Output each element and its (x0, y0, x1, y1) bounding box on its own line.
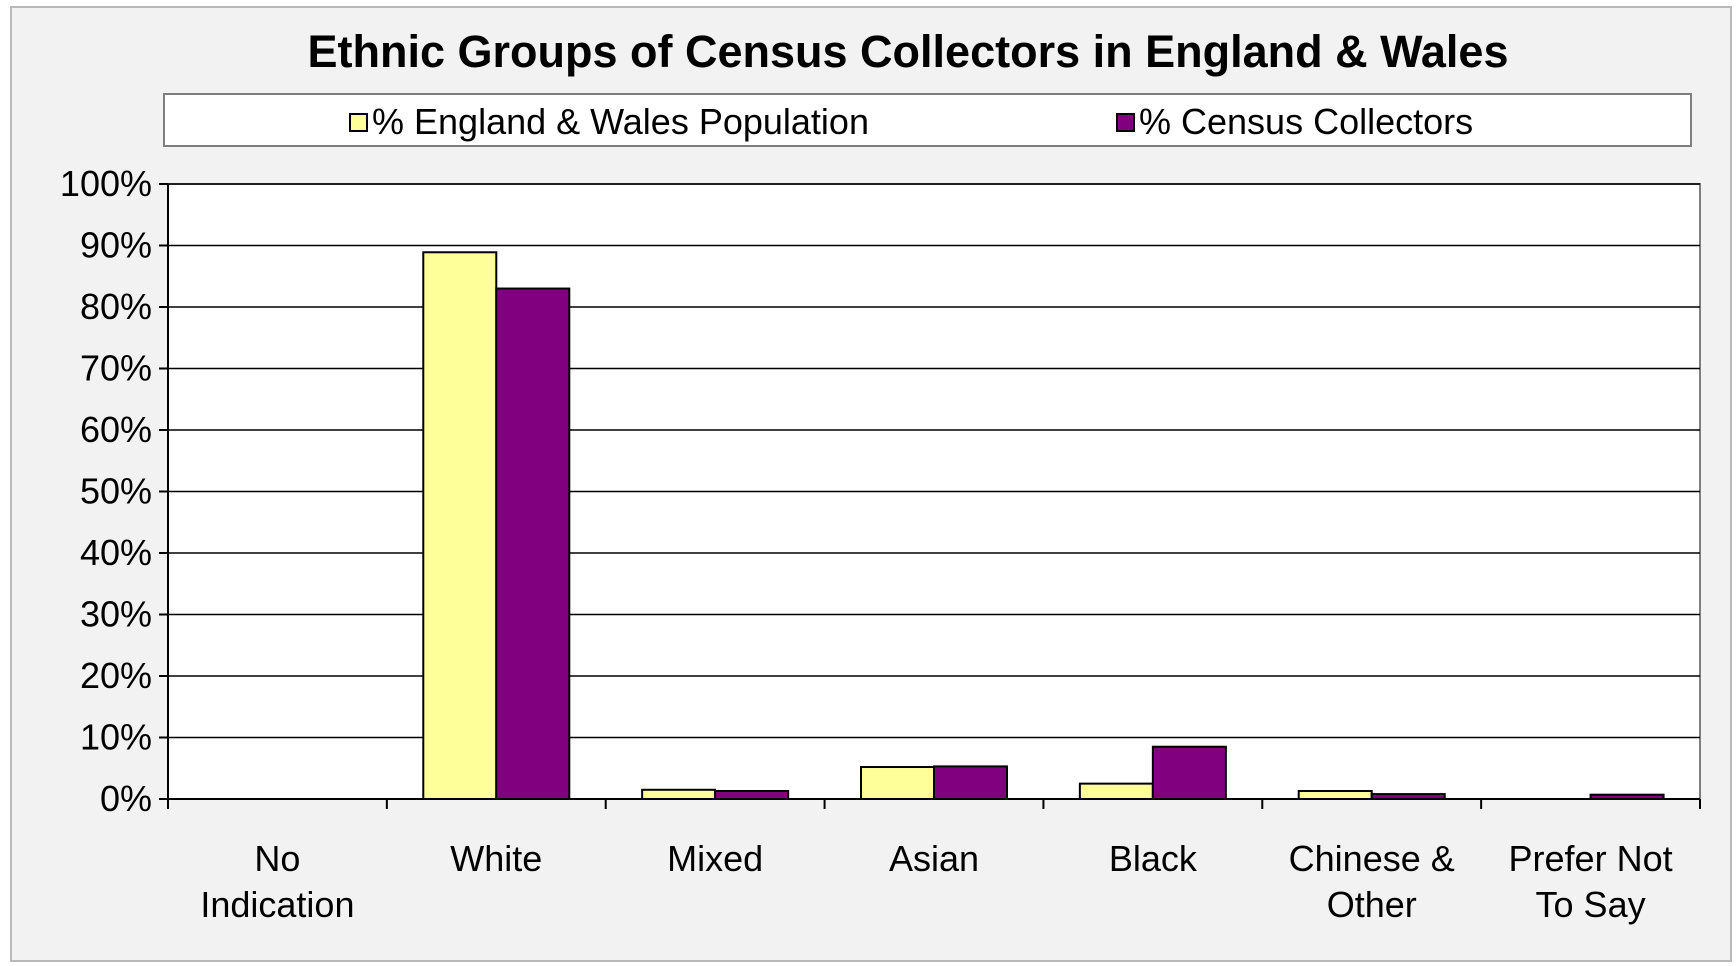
x-tick-label: Black (1109, 838, 1198, 879)
y-tick-label: 100% (60, 163, 152, 204)
y-tick-label: 10% (80, 717, 152, 758)
bar-collectors (714, 790, 790, 801)
y-tick-label: 40% (80, 532, 152, 573)
y-tick-label: 80% (80, 286, 152, 327)
y-tick-label: 30% (80, 594, 152, 635)
legend-swatch-collectors (1116, 112, 1135, 132)
y-tick-label: 50% (80, 471, 152, 512)
legend-label-collectors: % Census Collectors (1139, 101, 1474, 142)
bar-population (1297, 790, 1373, 801)
bar-population (641, 788, 717, 801)
legend: % England & Wales Population % Census Co… (163, 93, 1692, 147)
y-tick-label: 20% (80, 655, 152, 696)
chart-title: Ethnic Groups of Census Collectors in En… (307, 26, 1509, 77)
y-tick-label: 60% (80, 409, 152, 450)
x-tick-label: Asian (889, 838, 979, 879)
bar-population (1078, 782, 1154, 800)
y-tick-label: 90% (80, 225, 152, 266)
x-tick-label: Mixed (667, 838, 763, 879)
x-tick-label: Prefer Not To Say (1509, 838, 1673, 925)
bar-collectors (1151, 745, 1227, 800)
bar-population (860, 766, 935, 801)
x-tick-label: No Indication (200, 838, 354, 925)
bar-collectors (495, 287, 571, 800)
bar-collectors (933, 765, 1008, 801)
legend-item-population: % England & Wales Population (349, 95, 869, 149)
legend-label-population: % England & Wales Population (372, 101, 869, 142)
y-tick-label: 70% (80, 348, 152, 389)
x-tick-label: Chinese & Other (1289, 838, 1455, 925)
legend-item-collectors: % Census Collectors (1116, 95, 1473, 149)
y-tick-label: 0% (100, 778, 152, 819)
legend-swatch-population (349, 112, 368, 132)
bar-population (422, 251, 498, 800)
x-tick-label: White (450, 838, 542, 879)
